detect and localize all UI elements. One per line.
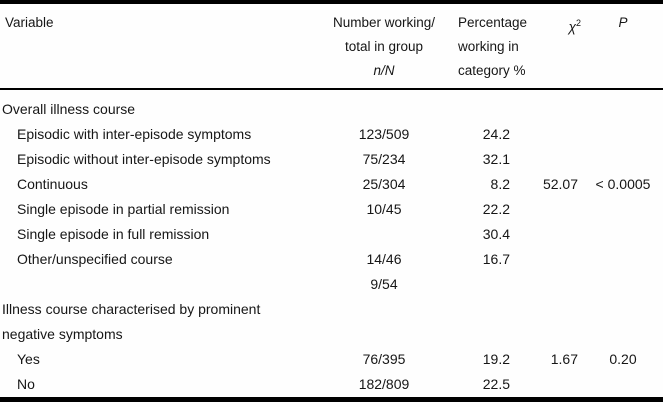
row-chi-squared: 52.07 — [542, 176, 578, 192]
row-n-over-N — [320, 322, 448, 347]
row-p-value — [583, 372, 663, 397]
chi-superscript: 2 — [575, 18, 581, 28]
table-row: Overall illness course — [0, 97, 663, 122]
column-header-chi-squared: χ2 — [513, 11, 583, 40]
row-percentage — [448, 322, 513, 347]
row-label: Other/unspecified course — [17, 251, 173, 267]
row-label: negative symptoms — [2, 326, 123, 342]
row-n-over-N: 76/395 — [362, 351, 406, 367]
table-row: Illness course characterised by prominen… — [0, 297, 663, 322]
row-n-over-N: 123/509 — [358, 126, 410, 142]
row-chi-squared — [513, 372, 583, 397]
row-label: Illness course characterised by prominen… — [2, 301, 261, 317]
row-n-over-N — [320, 222, 448, 247]
row-n-over-N: 25/304 — [362, 176, 406, 192]
row-chi-squared — [513, 272, 583, 297]
row-p-value — [583, 147, 663, 172]
row-label: Yes — [17, 351, 40, 367]
row-n-over-N: 182/809 — [358, 376, 410, 392]
row-label: Continuous — [17, 176, 88, 192]
row-n-over-N: 14/46 — [366, 251, 402, 267]
row-chi-squared — [513, 122, 583, 147]
column-header-number-working-line1: Number working/ — [332, 15, 436, 30]
row-p-value — [583, 297, 663, 322]
table-row: No 182/809 22.5 — [0, 372, 663, 397]
table-row: Single episode in partial remission 10/4… — [0, 197, 663, 222]
row-percentage: 30.4 — [482, 226, 510, 242]
row-p-value — [583, 97, 663, 122]
row-p-value — [583, 247, 663, 272]
row-label: Single episode in partial remission — [17, 201, 230, 217]
row-n-over-N: 10/45 — [366, 201, 402, 217]
row-label: Single episode in full remission — [17, 226, 210, 242]
column-header-variable-label: Variable — [5, 15, 54, 30]
row-percentage — [448, 272, 513, 297]
row-chi-squared: 1.67 — [550, 351, 578, 367]
row-chi-squared — [513, 222, 583, 247]
row-percentage: 32.1 — [482, 151, 510, 167]
row-label: Episodic with inter-episode symptoms — [17, 126, 252, 142]
row-chi-squared — [513, 322, 583, 347]
chi-symbol: χ — [568, 19, 576, 35]
row-p-value — [583, 322, 663, 347]
column-header-percentage-line1: Percentage — [458, 15, 528, 30]
table-top-rule — [0, 0, 663, 4]
table-row: negative symptoms — [0, 322, 663, 347]
row-percentage: 22.5 — [482, 376, 510, 392]
row-label — [0, 272, 320, 297]
row-percentage: 16.7 — [482, 251, 510, 267]
p-value-label: P — [618, 15, 628, 30]
table-row: Yes 76/395 19.2 1.67 0.20 — [0, 347, 663, 372]
row-p-value — [583, 272, 663, 297]
column-header-p-value: P — [583, 11, 663, 35]
row-chi-squared — [513, 247, 583, 272]
table-row: Episodic without inter-episode symptoms … — [0, 147, 663, 172]
table-row: Episodic with inter-episode symptoms 123… — [0, 122, 663, 147]
row-chi-squared — [513, 297, 583, 322]
row-label: Episodic without inter-episode symptoms — [17, 151, 271, 167]
row-percentage — [448, 97, 513, 122]
row-p-value: 0.20 — [609, 351, 637, 367]
row-n-over-N: 9/54 — [370, 276, 398, 292]
row-n-over-N — [320, 97, 448, 122]
row-percentage: 22.2 — [482, 201, 510, 217]
row-percentage — [448, 297, 513, 322]
column-header-percentage-line3: category % — [458, 63, 526, 78]
table-header-row: Variable Number working/ total in group … — [0, 4, 663, 88]
table-body: Overall illness course Episodic with int… — [0, 90, 663, 397]
row-label: Overall illness course — [2, 101, 136, 117]
row-chi-squared — [513, 97, 583, 122]
column-header-percentage-line2: working in — [458, 39, 519, 54]
row-percentage: 24.2 — [482, 126, 510, 142]
row-p-value — [583, 222, 663, 247]
row-percentage: 19.2 — [482, 351, 510, 367]
table-row: Continuous 25/304 8.2 52.07 < 0.0005 — [0, 172, 663, 197]
table-bottom-rule — [0, 397, 663, 402]
row-n-over-N — [320, 297, 448, 322]
row-p-value — [583, 122, 663, 147]
column-header-percentage: Percentage working in category % — [448, 11, 528, 83]
table-row: Other/unspecified course 14/46 16.7 — [0, 247, 663, 272]
row-p-value: < 0.0005 — [595, 176, 651, 192]
row-percentage: 8.2 — [490, 176, 510, 192]
column-header-number-working-line2: total in group — [344, 39, 424, 54]
row-label: No — [17, 376, 35, 392]
column-header-number-working: Number working/ total in group n/N — [320, 11, 448, 83]
table-row: Single episode in full remission 30.4 — [0, 222, 663, 247]
column-header-variable: Variable — [0, 11, 320, 35]
row-p-value — [583, 197, 663, 222]
row-chi-squared — [513, 147, 583, 172]
row-n-over-N: 75/234 — [362, 151, 406, 167]
header-divider-rule — [0, 88, 663, 90]
row-chi-squared — [513, 197, 583, 222]
table-row: 9/54 — [0, 272, 663, 297]
column-header-number-working-line3: n/N — [373, 63, 395, 78]
